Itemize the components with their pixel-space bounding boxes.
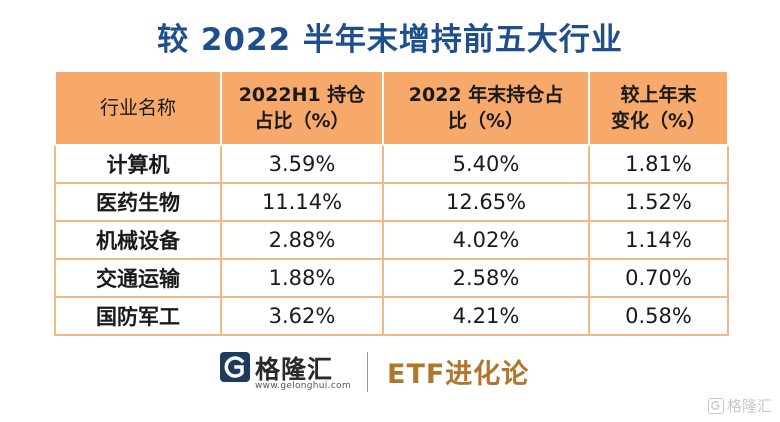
holdings-table: 行业名称 2022H1 持仓 占比（%） 2022 年末持仓占 比（%） 较上年末变… xyxy=(54,70,729,336)
year-end-share-cell: 4.21% xyxy=(382,297,590,336)
table-row: 计算机 3.59% 5.40% 1.81% xyxy=(54,145,729,184)
header-2022h1-share: 2022H1 持仓 占比（%） xyxy=(220,70,384,146)
industry-cell: 医药生物 xyxy=(54,183,222,222)
change-cell: 1.81% xyxy=(588,145,729,184)
header-industry-name: 行业名称 xyxy=(54,70,222,146)
year-end-share-cell: 4.02% xyxy=(382,221,590,260)
gelonghui-logo-icon xyxy=(220,352,250,382)
header-2022-end-share: 2022 年末持仓占 比（%） xyxy=(382,70,590,146)
table-row: 交通运输 1.88% 2.58% 0.70% xyxy=(54,259,729,298)
change-cell: 0.58% xyxy=(588,297,729,336)
industry-cell: 计算机 xyxy=(54,145,222,184)
year-end-share-cell: 2.58% xyxy=(382,259,590,298)
header-change: 较上年末 变化（%） xyxy=(588,70,729,146)
table-row: 机械设备 2.88% 4.02% 1.14% xyxy=(54,221,729,260)
watermark-text: 格隆汇 xyxy=(726,397,772,415)
page-title: 较 2022 半年末增持前五大行业 xyxy=(157,22,623,58)
industry-cell: 机械设备 xyxy=(54,221,222,260)
industry-cell: 国防军工 xyxy=(54,297,222,336)
logo-text: 格隆汇 xyxy=(255,355,334,384)
year-end-share-cell: 12.65% xyxy=(382,183,590,222)
change-cell: 1.52% xyxy=(588,183,729,222)
table-header-row: 行业名称 2022H1 持仓 占比（%） 2022 年末持仓占 比（%） 较上年末变… xyxy=(54,70,729,146)
logo-url: www.gelonghui.com xyxy=(255,381,351,391)
change-cell: 0.70% xyxy=(588,259,729,298)
change-cell: 1.14% xyxy=(588,221,729,260)
h1-share-cell: 1.88% xyxy=(220,259,384,298)
footer: 格隆汇 www.gelonghui.com ETF进化论 xyxy=(0,350,780,400)
h1-share-cell: 2.88% xyxy=(220,221,384,260)
h1-share-cell: 3.59% xyxy=(220,145,384,184)
watermark-logo-icon xyxy=(707,397,724,414)
h1-share-cell: 3.62% xyxy=(220,297,384,336)
divider xyxy=(367,352,368,392)
industry-cell: 交通运输 xyxy=(54,259,222,298)
table-row: 国防军工 3.62% 4.21% 0.58% xyxy=(54,297,729,336)
watermark: 格隆汇 xyxy=(707,395,772,416)
year-end-share-cell: 5.40% xyxy=(382,145,590,184)
table-row: 医药生物 11.14% 12.65% 1.52% xyxy=(54,183,729,222)
h1-share-cell: 11.14% xyxy=(220,183,384,222)
brand-name: ETF进化论 xyxy=(387,359,530,390)
